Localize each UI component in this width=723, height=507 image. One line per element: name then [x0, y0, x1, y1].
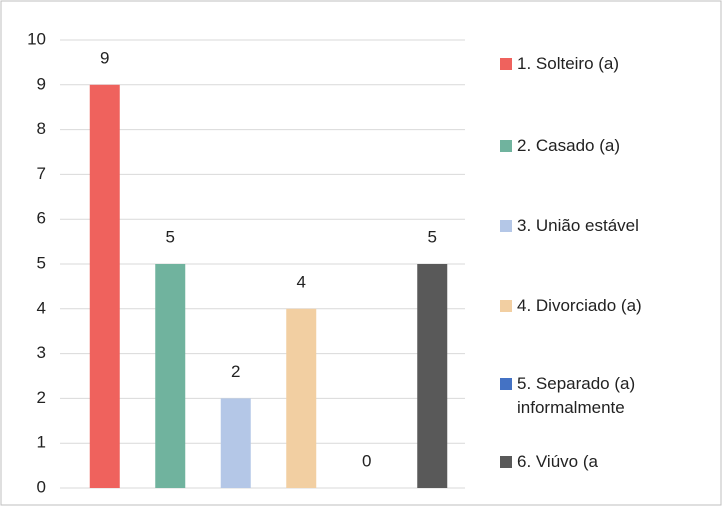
- bar: [417, 264, 448, 488]
- y-tick-label: 10: [27, 29, 46, 48]
- data-label: 4: [297, 272, 306, 291]
- data-label: 0: [362, 451, 371, 470]
- bar: [155, 264, 186, 488]
- bar: [220, 398, 251, 488]
- bar: [89, 84, 120, 489]
- y-tick-label: 3: [37, 343, 46, 362]
- legend-swatch: [500, 58, 512, 70]
- legend-label: 2. Casado (a): [517, 136, 620, 155]
- data-label: 2: [231, 362, 240, 381]
- data-label: 5: [428, 227, 437, 246]
- y-tick-label: 2: [37, 388, 46, 407]
- y-tick-label: 1: [37, 433, 46, 452]
- data-label: 5: [166, 227, 175, 246]
- legend-swatch: [500, 456, 512, 468]
- y-tick-label: 6: [37, 209, 46, 228]
- legend-swatch: [500, 140, 512, 152]
- data-label: 9: [100, 48, 109, 67]
- legend-label: 1. Solteiro (a): [517, 54, 620, 73]
- legend-label: 4. Divorciado (a): [517, 296, 642, 315]
- y-tick-label: 9: [37, 74, 46, 93]
- y-tick-label: 0: [37, 477, 46, 496]
- legend-label: 5. Separado (a) informalmente: [517, 374, 636, 417]
- y-tick-label: 5: [37, 253, 46, 272]
- y-tick-label: 7: [37, 164, 46, 183]
- legend-label: 6. Viúvo (a: [517, 452, 598, 471]
- y-tick-label: 4: [37, 298, 46, 317]
- legend-swatch: [500, 300, 512, 312]
- legend-swatch: [500, 378, 512, 390]
- y-tick-label: 8: [37, 119, 46, 138]
- bar: [286, 308, 317, 488]
- legend-swatch: [500, 220, 512, 232]
- legend-label: 3. União estável: [517, 216, 639, 235]
